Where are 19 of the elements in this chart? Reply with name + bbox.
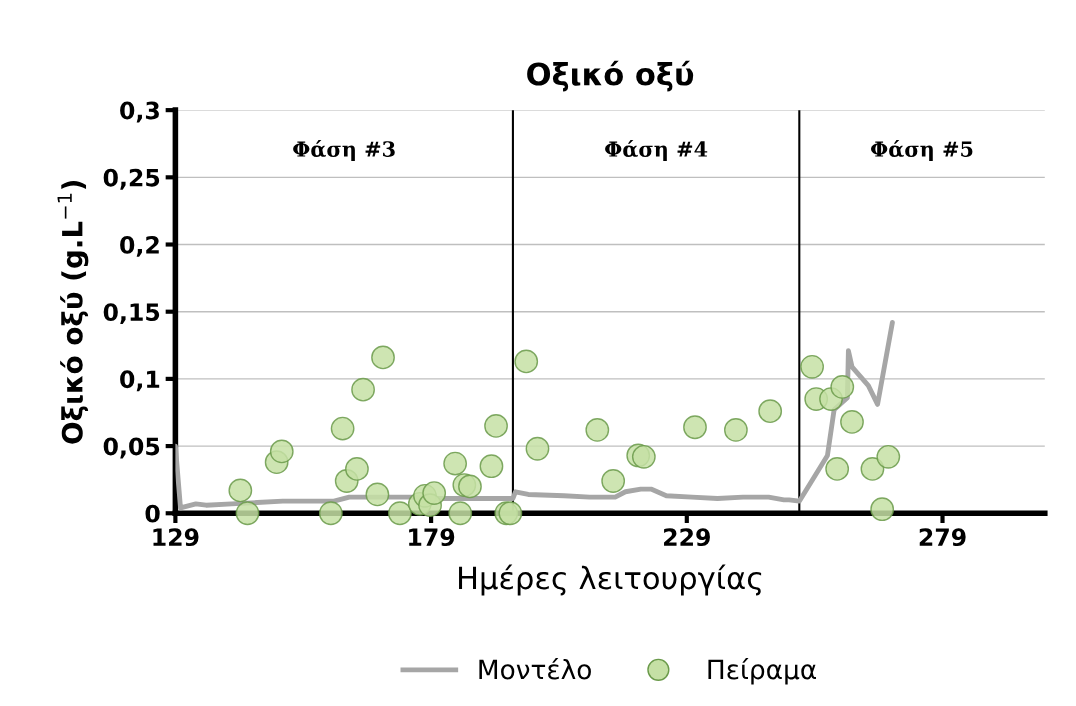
x-tick-label: 279 — [919, 528, 966, 547]
y-tick-label: 0,1 — [120, 370, 160, 392]
legend-label: Μοντέλο — [479, 657, 591, 680]
x-tick-label: 229 — [664, 528, 710, 547]
annotation: Φάση #3 — [293, 139, 395, 161]
y-tick-label: 0,2 — [120, 235, 159, 257]
annotation: Φάση #4 — [605, 139, 708, 161]
y-tick-label: 0,05 — [103, 437, 160, 459]
annotation: Φάση #5 — [870, 139, 973, 161]
x-tick-label: 129 — [153, 528, 199, 547]
y-tick-label: 0,25 — [103, 168, 160, 190]
chart-title: Οξικό οξύ — [527, 60, 694, 92]
legend-label: Πείραμα — [708, 657, 816, 685]
x-axis-title: Ημέρες λειτουργίας — [459, 564, 762, 596]
x-tick-label: 179 — [409, 528, 455, 547]
y-tick-label: 0,15 — [103, 303, 160, 325]
y-tick-label: 0 — [145, 504, 160, 523]
y-axis-title: Οξικό οξύ (g.L$^{−1}$) — [57, 180, 89, 444]
y-tick-label: 0,3 — [120, 101, 159, 123]
